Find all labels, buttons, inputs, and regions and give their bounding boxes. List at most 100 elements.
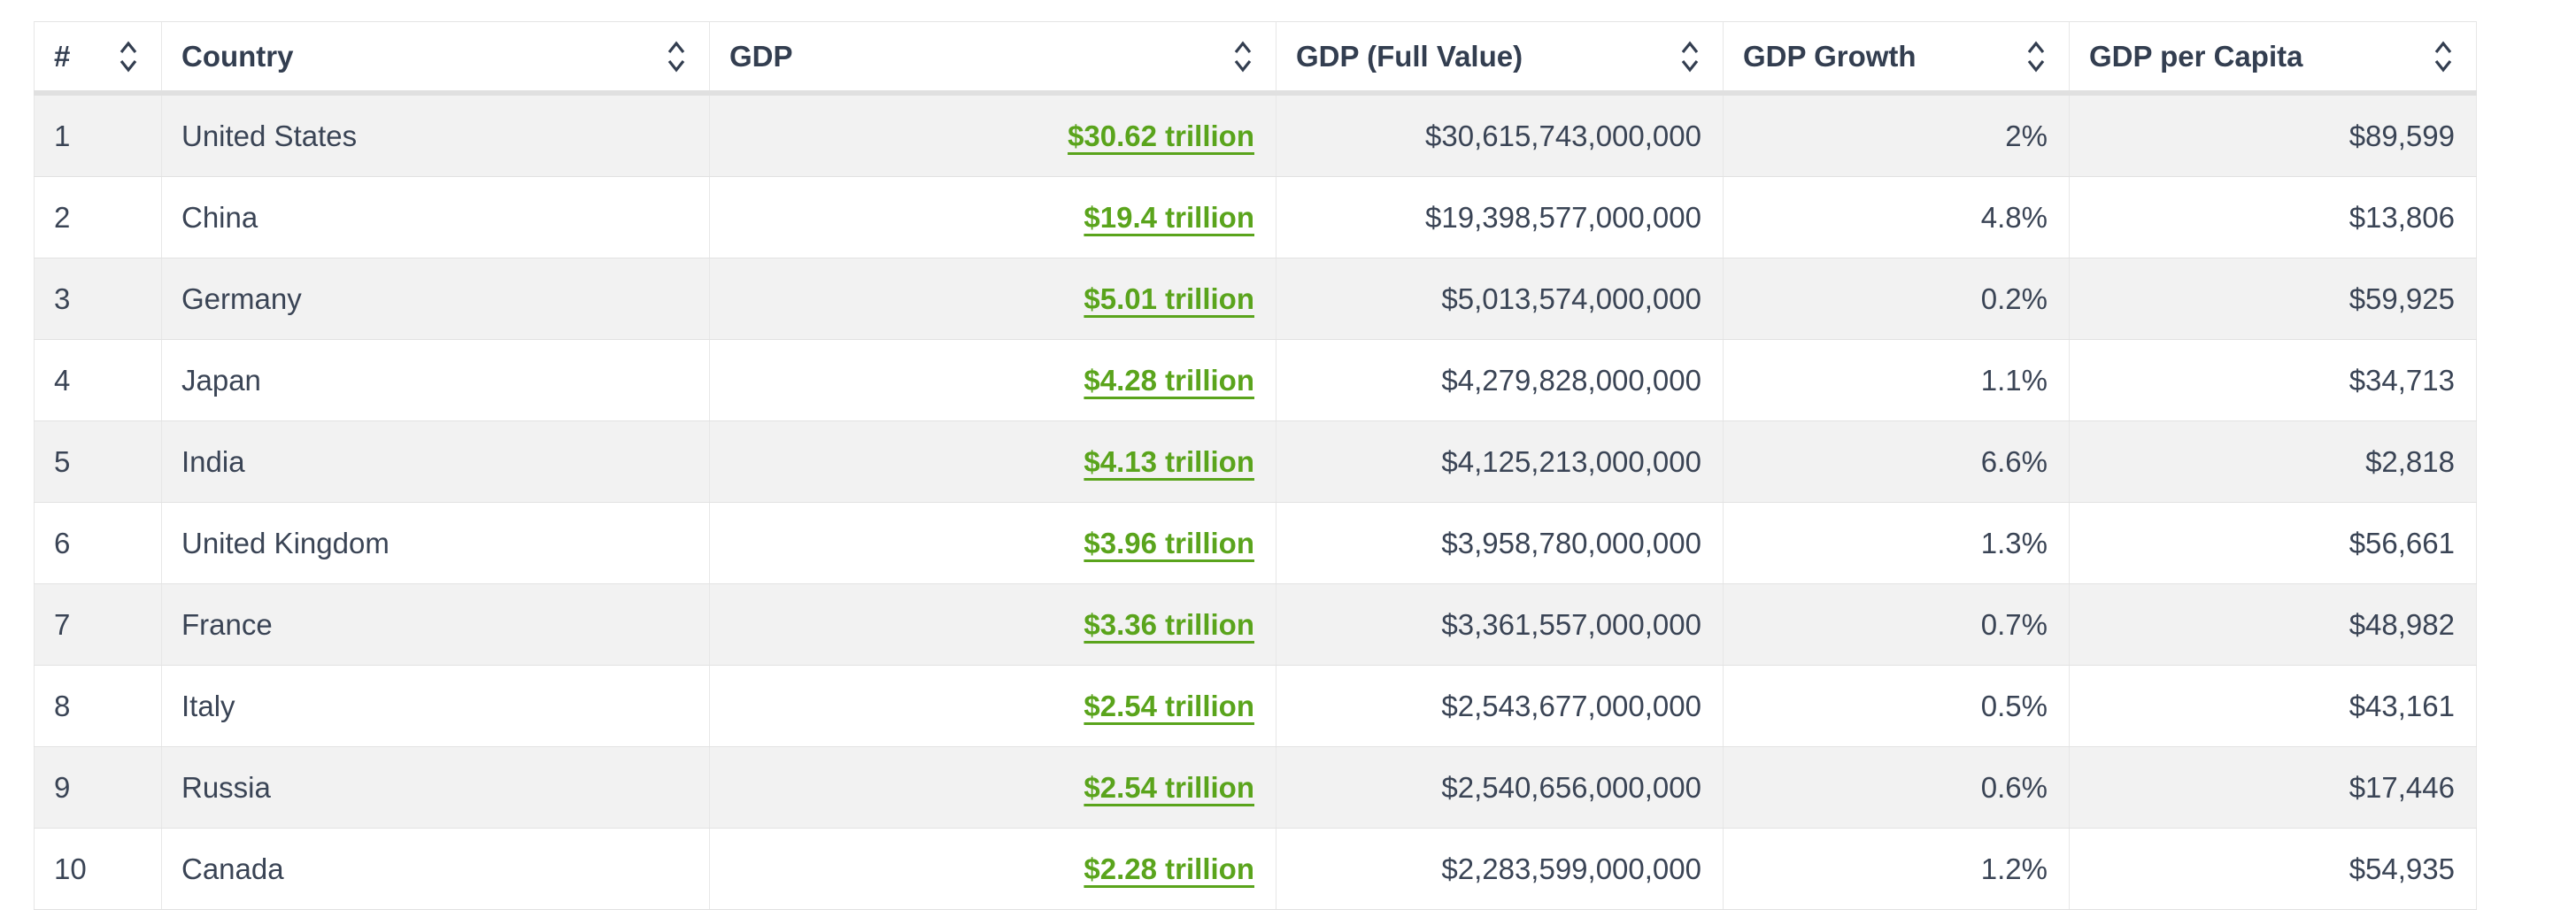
column-header-rank-label: # bbox=[54, 39, 71, 73]
rank-cell: 7 bbox=[34, 584, 162, 665]
table-row: 2 China $19.4 trillion $19,398,577,000,0… bbox=[34, 177, 2477, 258]
country-value: France bbox=[181, 607, 273, 641]
column-header-gdp-full-value[interactable]: GDP (Full Value) bbox=[1276, 22, 1724, 90]
gdp-growth-cell: 6.6% bbox=[1724, 421, 2070, 502]
gdp-cell: $3.36 trillion bbox=[710, 584, 1276, 665]
column-header-rank[interactable]: # bbox=[34, 22, 162, 90]
table-row: 4 Japan $4.28 trillion $4,279,828,000,00… bbox=[34, 340, 2477, 421]
country-cell: United States bbox=[162, 96, 710, 176]
sort-icon bbox=[1233, 39, 1253, 74]
country-cell: Italy bbox=[162, 666, 710, 746]
gdp-cell: $30.62 trillion bbox=[710, 96, 1276, 176]
gdp-cell: $2.28 trillion bbox=[710, 829, 1276, 909]
country-cell: Japan bbox=[162, 340, 710, 420]
gdp-per-capita-value: $48,982 bbox=[2348, 607, 2455, 641]
rank-cell: 2 bbox=[34, 177, 162, 258]
gdp-link[interactable]: $2.54 trillion bbox=[1084, 689, 1254, 722]
gdp-link[interactable]: $5.01 trillion bbox=[1084, 281, 1254, 315]
gdp-growth-value: 4.8% bbox=[1980, 200, 2048, 234]
gdp-growth-value: 0.2% bbox=[1980, 281, 2048, 315]
gdp-growth-cell: 1.1% bbox=[1724, 340, 2070, 420]
gdp-per-capita-cell: $34,713 bbox=[2070, 340, 2477, 420]
column-header-gdp[interactable]: GDP bbox=[710, 22, 1276, 90]
gdp-cell: $4.28 trillion bbox=[710, 340, 1276, 420]
gdp-growth-cell: 0.7% bbox=[1724, 584, 2070, 665]
column-header-gdp-per-capita[interactable]: GDP per Capita bbox=[2070, 22, 2477, 90]
column-header-gdp-growth-label: GDP Growth bbox=[1743, 39, 1917, 73]
gdp-growth-value: 1.2% bbox=[1980, 852, 2048, 885]
gdp-link[interactable]: $4.28 trillion bbox=[1084, 363, 1254, 397]
gdp-full-value-cell: $3,361,557,000,000 bbox=[1276, 584, 1724, 665]
gdp-full-value: $19,398,577,000,000 bbox=[1425, 200, 1701, 234]
rank-value: 4 bbox=[54, 363, 71, 397]
rank-cell: 5 bbox=[34, 421, 162, 502]
rank-cell: 4 bbox=[34, 340, 162, 420]
country-value: Italy bbox=[181, 689, 235, 722]
gdp-full-value: $2,543,677,000,000 bbox=[1441, 689, 1701, 722]
country-cell: United Kingdom bbox=[162, 503, 710, 583]
gdp-full-value-cell: $2,540,656,000,000 bbox=[1276, 747, 1724, 828]
rank-cell: 10 bbox=[34, 829, 162, 909]
gdp-growth-cell: 0.2% bbox=[1724, 258, 2070, 339]
gdp-growth-value: 2% bbox=[2005, 119, 2048, 152]
gdp-growth-value: 1.3% bbox=[1980, 526, 2048, 559]
column-header-gdp-per-capita-label: GDP per Capita bbox=[2089, 39, 2303, 73]
gdp-cell: $3.96 trillion bbox=[710, 503, 1276, 583]
gdp-link[interactable]: $4.13 trillion bbox=[1084, 444, 1254, 478]
rank-value: 1 bbox=[54, 119, 71, 152]
gdp-link[interactable]: $2.28 trillion bbox=[1084, 852, 1254, 885]
gdp-per-capita-value: $54,935 bbox=[2348, 852, 2455, 885]
gdp-per-capita-cell: $59,925 bbox=[2070, 258, 2477, 339]
country-cell: France bbox=[162, 584, 710, 665]
table-row: 6 United Kingdom $3.96 trillion $3,958,7… bbox=[34, 503, 2477, 584]
column-header-gdp-growth[interactable]: GDP Growth bbox=[1724, 22, 2070, 90]
gdp-cell: $2.54 trillion bbox=[710, 666, 1276, 746]
gdp-per-capita-cell: $54,935 bbox=[2070, 829, 2477, 909]
table-row: 10 Canada $2.28 trillion $2,283,599,000,… bbox=[34, 829, 2477, 910]
gdp-growth-value: 6.6% bbox=[1980, 444, 2048, 478]
rank-value: 10 bbox=[54, 852, 87, 885]
gdp-growth-cell: 1.2% bbox=[1724, 829, 2070, 909]
table-header-row: # Country GDP GDP (Full Value) GDP Growt… bbox=[34, 21, 2477, 96]
rank-cell: 8 bbox=[34, 666, 162, 746]
table-row: 3 Germany $5.01 trillion $5,013,574,000,… bbox=[34, 258, 2477, 340]
country-value: China bbox=[181, 200, 258, 234]
gdp-cell: $5.01 trillion bbox=[710, 258, 1276, 339]
sort-icon bbox=[2026, 39, 2046, 74]
table-body: 1 United States $30.62 trillion $30,615,… bbox=[34, 96, 2477, 910]
gdp-per-capita-value: $13,806 bbox=[2348, 200, 2455, 234]
gdp-full-value: $30,615,743,000,000 bbox=[1425, 119, 1701, 152]
gdp-growth-cell: 1.3% bbox=[1724, 503, 2070, 583]
country-cell: India bbox=[162, 421, 710, 502]
country-cell: Canada bbox=[162, 829, 710, 909]
gdp-link[interactable]: $30.62 trillion bbox=[1068, 119, 1254, 152]
gdp-full-value-cell: $30,615,743,000,000 bbox=[1276, 96, 1724, 176]
gdp-full-value: $5,013,574,000,000 bbox=[1441, 281, 1701, 315]
gdp-per-capita-value: $17,446 bbox=[2348, 770, 2455, 804]
gdp-growth-value: 1.1% bbox=[1980, 363, 2048, 397]
rank-value: 2 bbox=[54, 200, 71, 234]
country-cell: Russia bbox=[162, 747, 710, 828]
gdp-link[interactable]: $3.96 trillion bbox=[1084, 526, 1254, 559]
rank-cell: 9 bbox=[34, 747, 162, 828]
gdp-growth-cell: 4.8% bbox=[1724, 177, 2070, 258]
gdp-per-capita-value: $89,599 bbox=[2348, 119, 2455, 152]
rank-cell: 1 bbox=[34, 96, 162, 176]
rank-value: 7 bbox=[54, 607, 71, 641]
gdp-full-value-cell: $4,125,213,000,000 bbox=[1276, 421, 1724, 502]
country-value: India bbox=[181, 444, 245, 478]
country-value: Japan bbox=[181, 363, 261, 397]
column-header-country[interactable]: Country bbox=[162, 22, 710, 90]
gdp-link[interactable]: $2.54 trillion bbox=[1084, 770, 1254, 804]
column-header-gdp-label: GDP bbox=[729, 39, 793, 73]
gdp-per-capita-cell: $2,818 bbox=[2070, 421, 2477, 502]
country-value: United States bbox=[181, 119, 358, 152]
column-header-gdp-full-value-label: GDP (Full Value) bbox=[1296, 39, 1523, 73]
gdp-full-value: $4,279,828,000,000 bbox=[1441, 363, 1701, 397]
gdp-link[interactable]: $19.4 trillion bbox=[1084, 200, 1254, 234]
gdp-cell: $2.54 trillion bbox=[710, 747, 1276, 828]
gdp-per-capita-value: $56,661 bbox=[2348, 526, 2455, 559]
gdp-cell: $19.4 trillion bbox=[710, 177, 1276, 258]
gdp-link[interactable]: $3.36 trillion bbox=[1084, 607, 1254, 641]
rank-value: 3 bbox=[54, 281, 71, 315]
